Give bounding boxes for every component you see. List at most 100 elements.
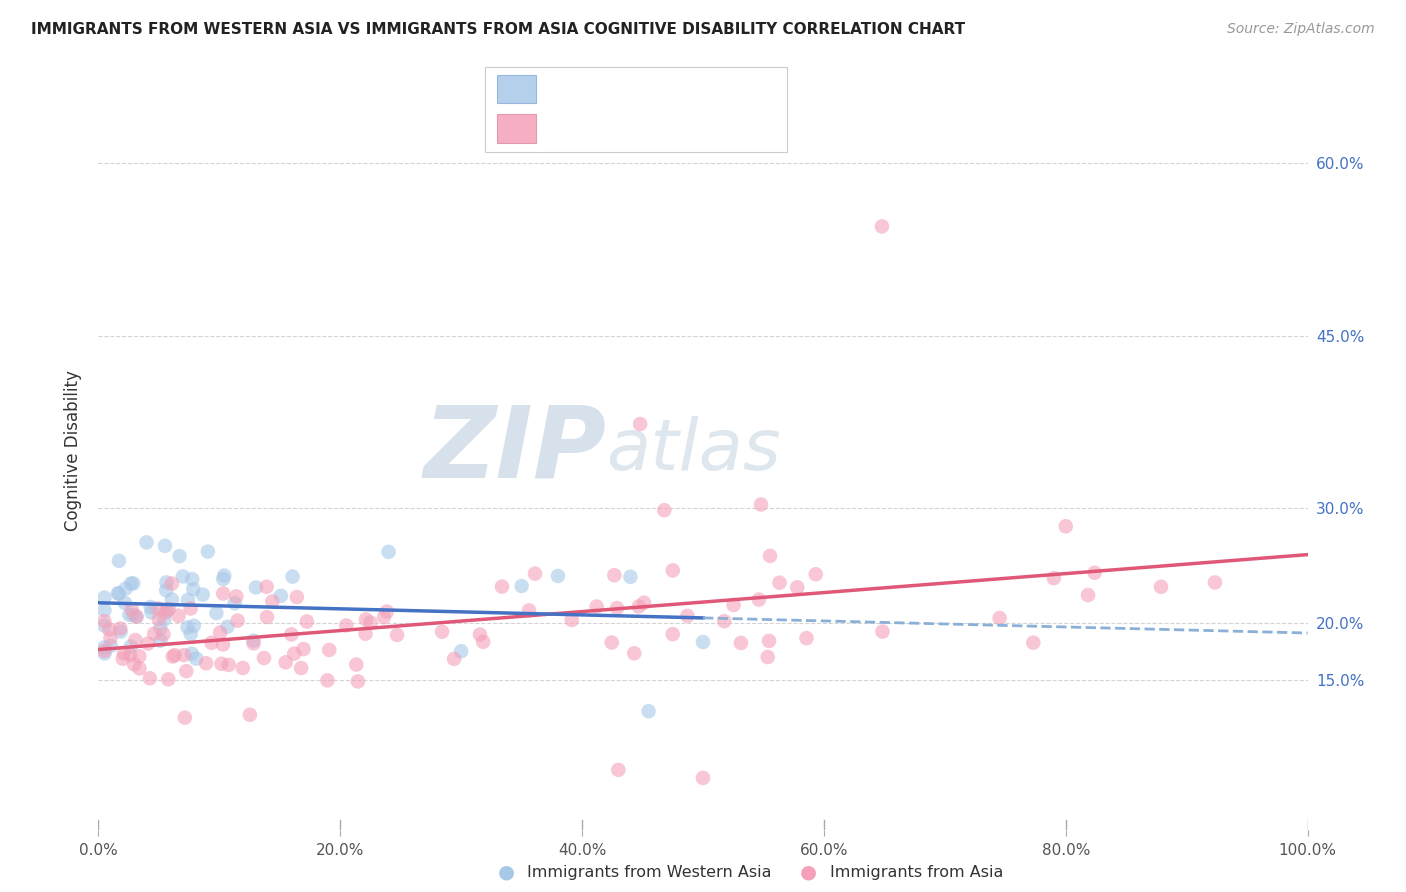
Point <box>141 605 163 619</box>
Point <box>114 582 136 596</box>
Point <box>157 673 180 687</box>
Point <box>186 651 208 665</box>
Y-axis label: Cognitive Disability: Cognitive Disability <box>65 370 83 531</box>
Text: R =: R = <box>548 81 578 96</box>
Point <box>713 614 735 628</box>
Point <box>872 624 894 639</box>
Point <box>517 603 540 617</box>
Point <box>143 626 166 640</box>
Point <box>1204 575 1226 590</box>
Point <box>214 568 236 582</box>
Point <box>128 649 150 664</box>
FancyBboxPatch shape <box>485 67 787 152</box>
Point <box>603 568 626 582</box>
Point <box>148 612 170 626</box>
Point <box>195 657 218 671</box>
Point <box>1054 519 1077 533</box>
Point <box>181 572 204 586</box>
Point <box>443 652 465 666</box>
Point <box>1043 571 1066 585</box>
Text: Source: ZipAtlas.com: Source: ZipAtlas.com <box>1227 22 1375 37</box>
Point <box>172 569 194 583</box>
Point <box>118 648 141 662</box>
Point <box>118 607 141 622</box>
Point <box>93 614 115 628</box>
Point <box>988 611 1011 625</box>
Text: 0.174: 0.174 <box>606 121 657 136</box>
Point <box>375 605 398 619</box>
Point <box>295 615 318 629</box>
FancyBboxPatch shape <box>498 75 537 103</box>
Point <box>173 648 195 662</box>
Point <box>290 661 312 675</box>
Point <box>111 652 134 666</box>
Point <box>136 636 159 650</box>
Point <box>163 648 186 663</box>
Point <box>692 635 714 649</box>
Point <box>256 610 278 624</box>
Point <box>173 711 195 725</box>
Point <box>209 625 232 640</box>
Point <box>110 622 132 636</box>
Point <box>114 596 136 610</box>
Point <box>628 417 651 431</box>
Point <box>280 627 302 641</box>
Point <box>748 592 770 607</box>
Point <box>354 612 377 626</box>
Point <box>242 633 264 648</box>
Point <box>152 627 174 641</box>
Point <box>139 600 162 615</box>
Point <box>110 624 132 639</box>
Point <box>676 608 699 623</box>
Point <box>226 614 249 628</box>
Point <box>758 633 780 648</box>
Point <box>153 606 176 620</box>
Point <box>242 636 264 650</box>
Point <box>139 671 162 685</box>
Point <box>1084 566 1107 580</box>
Point <box>176 664 198 678</box>
Text: R =: R = <box>548 121 578 136</box>
Point <box>1022 635 1045 649</box>
Point <box>430 624 453 639</box>
Point <box>205 606 228 620</box>
Point <box>112 646 135 660</box>
Point <box>225 590 247 604</box>
Point <box>125 609 148 624</box>
Point <box>122 607 145 622</box>
Point <box>377 545 399 559</box>
Text: N =: N = <box>672 121 703 136</box>
Point <box>756 650 779 665</box>
Text: Immigrants from Western Asia: Immigrants from Western Asia <box>527 865 772 880</box>
Text: ●: ● <box>800 863 817 882</box>
Text: N =: N = <box>672 81 703 96</box>
Point <box>160 576 183 591</box>
Point <box>93 646 115 660</box>
Point <box>157 602 180 616</box>
Point <box>283 647 305 661</box>
Point <box>200 636 222 650</box>
Point <box>232 661 254 675</box>
Point <box>730 636 752 650</box>
Point <box>93 618 115 632</box>
Point <box>180 647 202 661</box>
Point <box>472 635 495 649</box>
Point <box>347 674 370 689</box>
Text: IMMIGRANTS FROM WESTERN ASIA VS IMMIGRANTS FROM ASIA COGNITIVE DISABILITY CORREL: IMMIGRANTS FROM WESTERN ASIA VS IMMIGRAN… <box>31 22 965 37</box>
Point <box>491 580 513 594</box>
Point <box>149 621 172 635</box>
Point <box>619 570 641 584</box>
Text: atlas: atlas <box>606 416 780 485</box>
Text: 109: 109 <box>727 121 761 136</box>
Point <box>93 644 115 658</box>
Point <box>121 602 143 616</box>
Point <box>146 601 169 615</box>
Point <box>197 544 219 558</box>
Point <box>122 657 145 672</box>
Point <box>120 576 142 591</box>
Point <box>180 627 202 641</box>
Point <box>652 503 675 517</box>
Point <box>723 598 745 612</box>
Point <box>107 586 129 600</box>
Point <box>239 707 262 722</box>
